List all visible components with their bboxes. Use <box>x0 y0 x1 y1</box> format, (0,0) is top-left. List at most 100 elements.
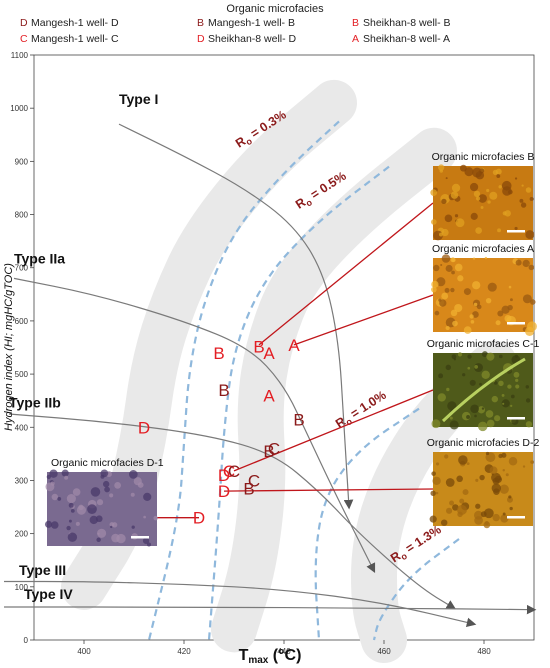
micrograph-speckle <box>507 384 512 389</box>
micrograph-speckle <box>75 521 80 526</box>
kerogen-type: Type III <box>4 562 477 628</box>
micrograph-speckle <box>466 462 470 466</box>
legend-title: Organic microfacies <box>226 3 324 15</box>
kerogen-type: Type IV <box>3 586 537 615</box>
micrograph-speckle <box>87 504 97 515</box>
micrograph-speckle <box>483 521 491 529</box>
micrograph-speckle <box>431 280 439 288</box>
micrograph-speckle <box>441 254 451 263</box>
micrograph-speckle <box>480 206 484 209</box>
micrograph-speckle <box>498 380 504 387</box>
micrograph-speckle <box>435 491 439 495</box>
micrograph-speckle <box>449 500 455 506</box>
y-tick-label: 100 <box>15 583 29 592</box>
micrograph-speckle <box>445 325 450 331</box>
legend-symbol: D <box>197 33 205 45</box>
micrograph-speckle <box>452 320 458 327</box>
micrograph-speckle <box>474 365 478 369</box>
inset-connectors <box>157 202 434 519</box>
kerogen-curve <box>118 123 354 510</box>
legend-symbol: B <box>197 17 204 29</box>
micrograph-speckle <box>432 476 441 486</box>
data-point: B <box>293 410 304 429</box>
micrograph-speckle <box>520 202 527 208</box>
micrograph-speckle <box>481 370 490 379</box>
legend-entry: D Mangesh-1 well- D <box>20 17 119 29</box>
micrograph-speckle <box>100 469 109 478</box>
inset-title: Organic microfacies A <box>432 243 534 255</box>
micrograph-speckle <box>500 514 509 523</box>
legend-symbol: C <box>20 33 28 45</box>
legend-entry: D Sheikhan-8 well- D <box>197 33 297 45</box>
micrograph-speckle <box>515 378 519 383</box>
micrograph-speckle <box>450 257 456 263</box>
maturity-band <box>211 127 457 653</box>
inset-title: Organic microfacies C-1 <box>427 338 540 350</box>
data-point: A <box>263 344 275 363</box>
micrograph-speckle <box>497 228 501 233</box>
micrograph-speckle <box>529 197 534 201</box>
micrograph-speckle <box>433 264 440 272</box>
data-point: B <box>253 337 264 356</box>
micrograph-speckle <box>470 212 478 220</box>
micrograph-speckle <box>450 309 458 317</box>
micrograph-speckle <box>466 415 470 419</box>
micrograph-speckle <box>502 211 507 216</box>
micrograph-speckle <box>478 194 487 203</box>
micrograph-speckle <box>67 532 78 542</box>
micrograph-speckle <box>475 503 481 509</box>
micrograph-speckle <box>449 416 453 420</box>
micrograph-speckle <box>137 482 144 488</box>
micrograph-speckle <box>525 385 530 389</box>
micrograph-speckle <box>479 382 482 386</box>
micrograph-speckle <box>457 275 464 282</box>
x-tick-label: 400 <box>77 647 91 656</box>
micrograph-speckle <box>440 263 443 266</box>
micrograph-speckle <box>499 484 509 494</box>
data-point: C <box>223 462 235 481</box>
micrograph-inset: Organic microfacies A <box>431 243 537 336</box>
micrograph-speckle <box>143 515 146 519</box>
kerogen-curve <box>3 604 537 615</box>
micrograph-speckle <box>470 320 475 324</box>
micrograph-speckle <box>470 404 479 414</box>
x-tick-label: 420 <box>177 647 191 656</box>
micrograph-speckle <box>445 264 453 272</box>
data-point: C <box>248 471 260 490</box>
inset-title: Organic microfacies D-1 <box>51 457 164 469</box>
data-point: D <box>138 418 150 437</box>
micrograph-speckle <box>130 492 135 497</box>
x-tick-label: 480 <box>477 647 491 656</box>
data-point: B <box>218 381 229 400</box>
legend-symbol: B <box>352 17 359 29</box>
micrograph-speckle <box>501 399 510 408</box>
micrograph-speckle <box>454 263 463 272</box>
micrograph-speckle <box>511 417 519 425</box>
micrograph-speckle <box>143 492 152 501</box>
micrograph-speckle <box>502 468 505 472</box>
micrograph-speckle <box>515 259 522 266</box>
axis-ticks: 0 100 200 300 400 500 600 700 800 900 1000 1100 400 4… <box>10 51 491 656</box>
micrograph-speckle <box>494 475 503 483</box>
y-tick-label: 900 <box>15 157 29 166</box>
micrograph-speckle <box>510 394 515 399</box>
micrograph-speckle <box>445 364 451 371</box>
micrograph-speckle <box>508 495 512 499</box>
micrograph-speckle <box>506 496 513 503</box>
micrograph-speckle <box>494 415 501 422</box>
micrograph-speckle <box>476 304 482 310</box>
x-axis-title-main: T <box>239 647 249 664</box>
micrograph-speckle <box>473 302 478 307</box>
micrograph-speckle <box>44 520 53 528</box>
micrograph-speckle <box>484 256 488 260</box>
micrograph-speckle <box>509 298 513 302</box>
x-axis-title-sub: max <box>248 655 268 666</box>
y-tick-label: 1100 <box>11 51 29 60</box>
micrograph-speckle <box>114 481 122 489</box>
data-point: B <box>263 442 274 461</box>
micrograph-speckle <box>489 191 498 200</box>
micrograph-speckle <box>515 384 520 389</box>
micrograph-speckle <box>463 326 472 334</box>
kerogen-type-curves: Type I Type IIa Type IIb Type III Type IV <box>3 91 537 628</box>
micrograph-speckle <box>474 516 483 525</box>
